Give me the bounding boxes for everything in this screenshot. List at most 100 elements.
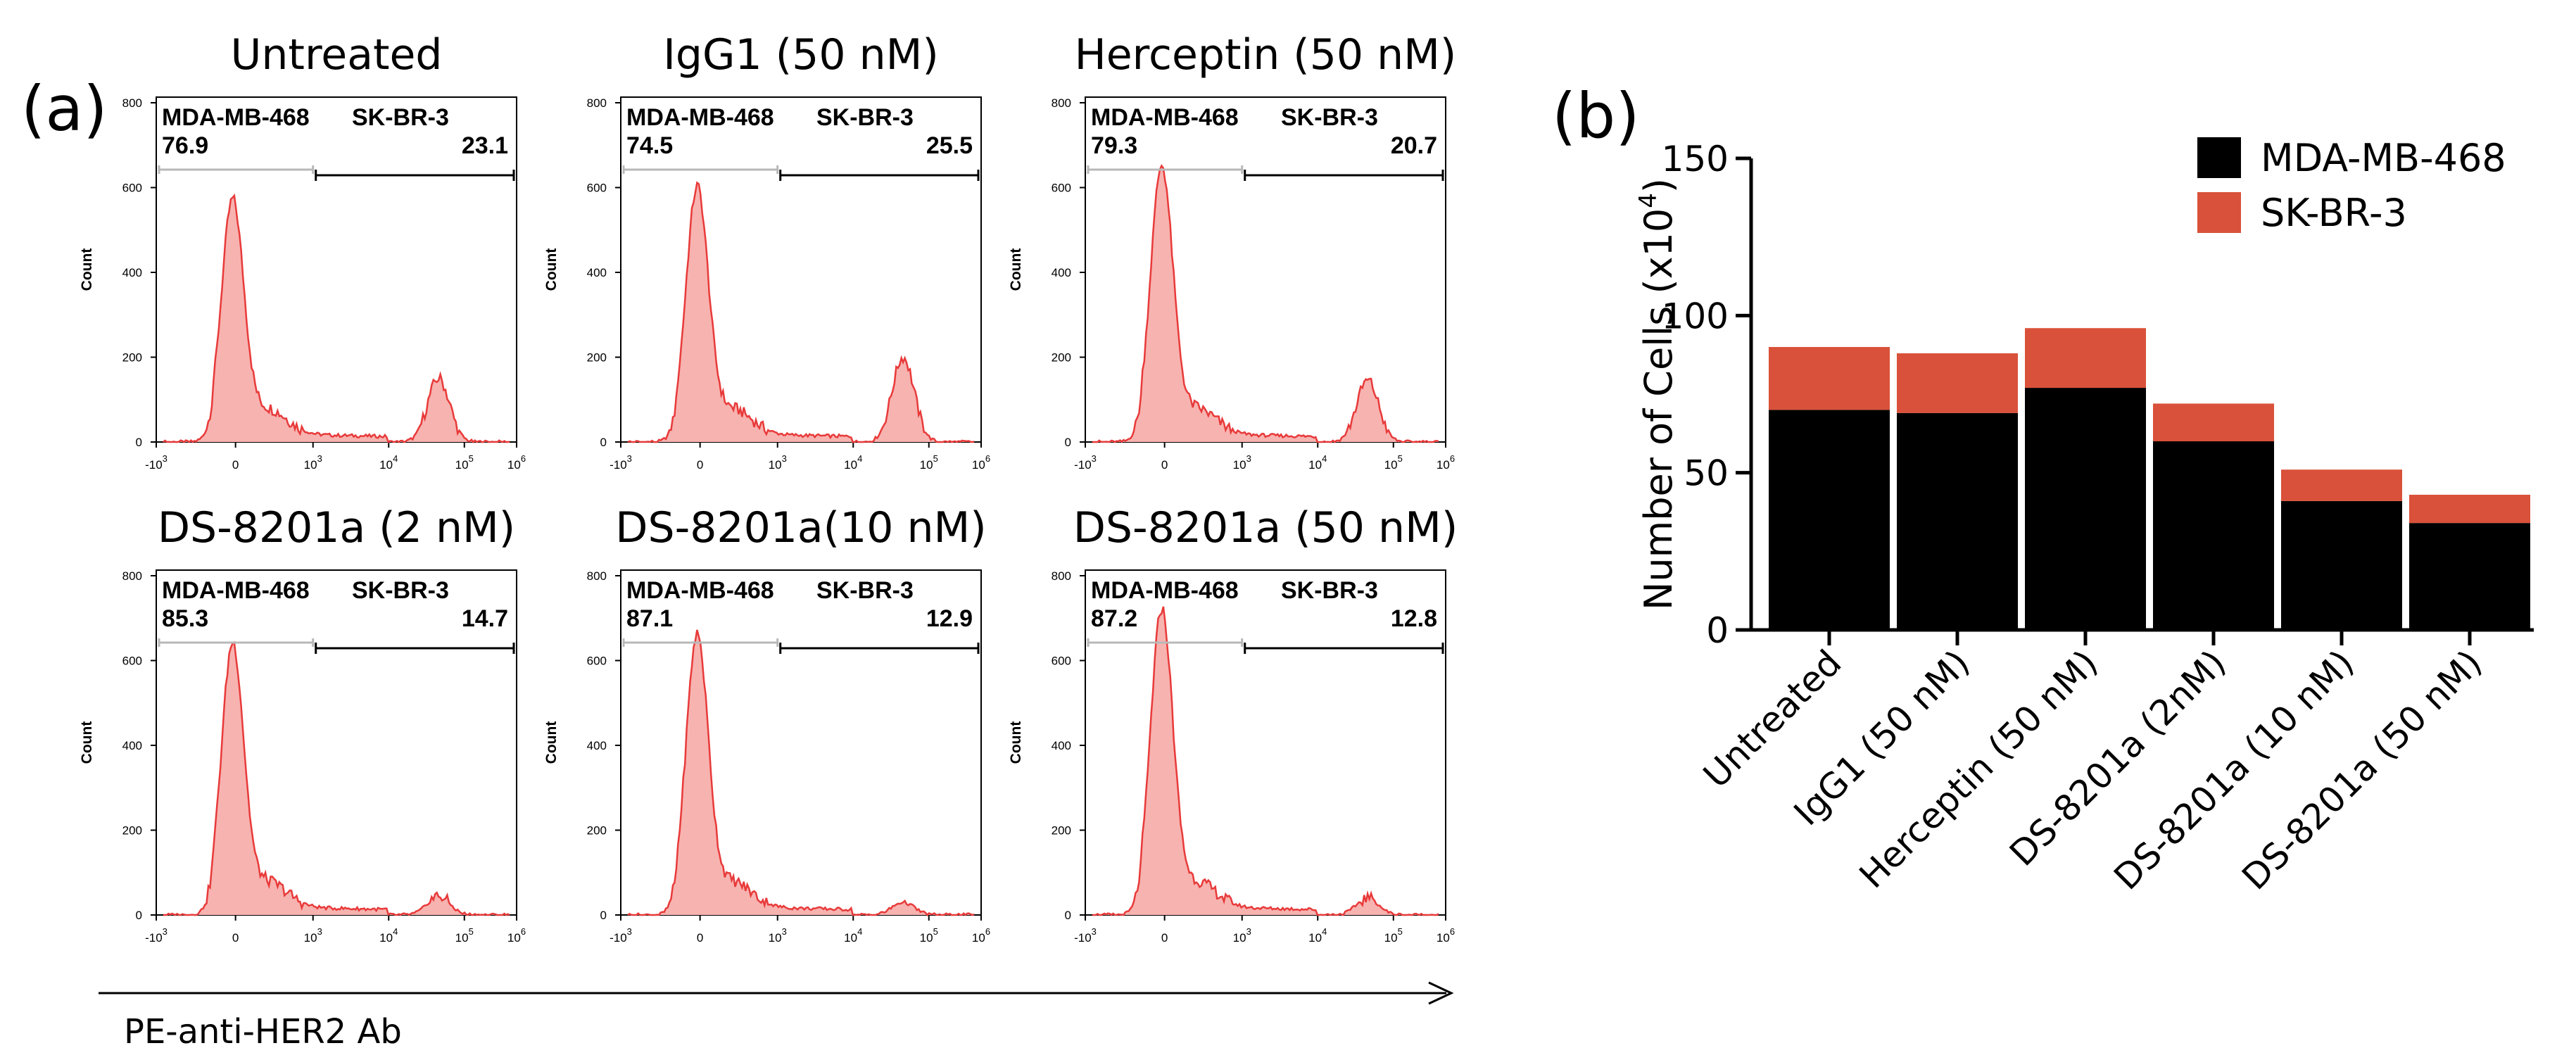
bar-y-axis-label: Number of Cells (x104) bbox=[1634, 178, 1681, 610]
x-tick-label: 0 bbox=[1161, 931, 1168, 945]
gate-left-label: MDA-MB-468 bbox=[162, 577, 310, 604]
histogram-line bbox=[1092, 164, 1439, 443]
y-tick-label: 600 bbox=[1052, 655, 1071, 668]
gate-right-value: 14.7 bbox=[462, 605, 508, 632]
gate-right-label: SK-BR-3 bbox=[1281, 104, 1378, 131]
y-tick-label: 800 bbox=[122, 569, 142, 583]
y-tick-label: 600 bbox=[587, 655, 607, 668]
histogram-title: DS-8201a(10 nM) bbox=[615, 503, 986, 553]
gate-left-value: 76.9 bbox=[162, 132, 208, 159]
x-tick-label: 0 bbox=[697, 931, 703, 945]
x-tick-label: 105 bbox=[455, 926, 474, 945]
x-tick-label: 105 bbox=[1384, 926, 1403, 945]
x-tick-label: 105 bbox=[1384, 453, 1403, 472]
y-tick-label: 0 bbox=[136, 436, 142, 449]
histogram-title: IgG1 (50 nM) bbox=[663, 30, 939, 80]
x-tick-label: 104 bbox=[379, 926, 398, 945]
histogram-line bbox=[627, 181, 975, 443]
x-tick-label: 103 bbox=[304, 926, 322, 945]
x-tick-label: 103 bbox=[1233, 926, 1251, 945]
gate-left-value: 85.3 bbox=[162, 605, 208, 632]
y-tick-label: 600 bbox=[122, 655, 142, 668]
gate-left-value: 87.1 bbox=[626, 605, 673, 632]
histogram-fill bbox=[163, 195, 510, 442]
x-tick-label: 105 bbox=[920, 926, 938, 945]
gate-right-label: SK-BR-3 bbox=[352, 577, 449, 604]
gate-right-label: SK-BR-3 bbox=[816, 104, 914, 131]
bar-y-tick-label: 150 bbox=[1662, 139, 1729, 179]
gate-left-label: MDA-MB-468 bbox=[1091, 577, 1239, 604]
bar-segment bbox=[2281, 500, 2402, 630]
gate-left-value: 74.5 bbox=[626, 132, 673, 159]
bar-segment bbox=[2409, 523, 2530, 630]
histogram-line bbox=[627, 629, 975, 916]
bar-y-tick-label: 0 bbox=[1706, 610, 1729, 651]
histogram-title: Untreated bbox=[230, 30, 442, 80]
histogram-title: Herceptin (50 nM) bbox=[1075, 30, 1457, 80]
count-axis-label: Count bbox=[1008, 721, 1024, 764]
x-tick-label: 104 bbox=[844, 453, 862, 472]
gate-right-value: 12.8 bbox=[1391, 605, 1437, 632]
gate-left-value: 79.3 bbox=[1091, 132, 1137, 159]
y-tick-label: 0 bbox=[1065, 909, 1071, 922]
gate-right-label: SK-BR-3 bbox=[1281, 577, 1378, 604]
gate-left-label: MDA-MB-468 bbox=[1091, 104, 1239, 131]
y-tick-label: 0 bbox=[1065, 436, 1071, 449]
y-tick-label: 800 bbox=[1052, 569, 1071, 583]
y-tick-label: 600 bbox=[122, 182, 142, 195]
x-tick-label: -103 bbox=[1074, 453, 1097, 472]
x-tick-label: 103 bbox=[769, 453, 787, 472]
y-tick-label: 400 bbox=[587, 739, 607, 752]
bar-segment bbox=[1897, 353, 2018, 413]
x-tick-label: 103 bbox=[1233, 453, 1251, 472]
gate-right-label: SK-BR-3 bbox=[352, 104, 449, 131]
gate-right-value: 23.1 bbox=[462, 132, 508, 159]
gate-left-label: MDA-MB-468 bbox=[626, 104, 774, 131]
y-tick-label: 600 bbox=[1052, 182, 1071, 195]
bar-y-tick-label: 100 bbox=[1662, 296, 1729, 336]
gate-left-label: MDA-MB-468 bbox=[162, 104, 310, 131]
bar-y-tick-label: 50 bbox=[1684, 453, 1729, 494]
bar-category-label: Herceptin (50 nM) bbox=[1852, 642, 2106, 896]
gate-right-value: 25.5 bbox=[926, 132, 973, 159]
x-tick-label: 106 bbox=[507, 926, 526, 945]
x-axis-arrow-head bbox=[1428, 981, 1454, 1005]
count-axis-label: Count bbox=[1008, 248, 1024, 291]
bar-segment bbox=[1769, 410, 1890, 630]
bar-segment bbox=[1769, 347, 1890, 410]
bar-segment bbox=[2409, 494, 2530, 524]
x-tick-label: -103 bbox=[145, 926, 168, 945]
x-tick-label: 104 bbox=[1308, 926, 1327, 945]
x-tick-label: 106 bbox=[972, 453, 990, 472]
x-tick-label: 103 bbox=[769, 926, 787, 945]
x-tick-label: 104 bbox=[379, 453, 398, 472]
gate-left-label: MDA-MB-468 bbox=[626, 577, 774, 604]
x-tick-label: -103 bbox=[1074, 926, 1097, 945]
histogram-line bbox=[163, 640, 510, 916]
legend-swatch bbox=[2197, 137, 2241, 178]
y-tick-label: 800 bbox=[587, 96, 607, 110]
bar-segment bbox=[1897, 412, 2018, 630]
histogram-fill bbox=[1092, 165, 1439, 442]
x-tick-label: 106 bbox=[1437, 453, 1455, 472]
x-tick-label: -103 bbox=[145, 453, 168, 472]
y-tick-label: 200 bbox=[587, 824, 607, 838]
x-tick-label: 104 bbox=[1308, 453, 1327, 472]
y-tick-label: 400 bbox=[1052, 739, 1071, 752]
x-tick-label: 0 bbox=[697, 458, 703, 472]
bar-category-label: DS-8201a (50 nM) bbox=[2234, 642, 2489, 897]
gate-right-value: 12.9 bbox=[926, 605, 973, 632]
bar-segment bbox=[2025, 388, 2146, 630]
y-tick-label: 200 bbox=[122, 351, 142, 365]
gate-left-value: 87.2 bbox=[1091, 605, 1137, 632]
count-axis-label: Count bbox=[543, 721, 560, 764]
y-tick-label: 800 bbox=[1052, 96, 1071, 110]
y-tick-label: 0 bbox=[600, 909, 607, 922]
y-tick-label: 200 bbox=[587, 351, 607, 365]
